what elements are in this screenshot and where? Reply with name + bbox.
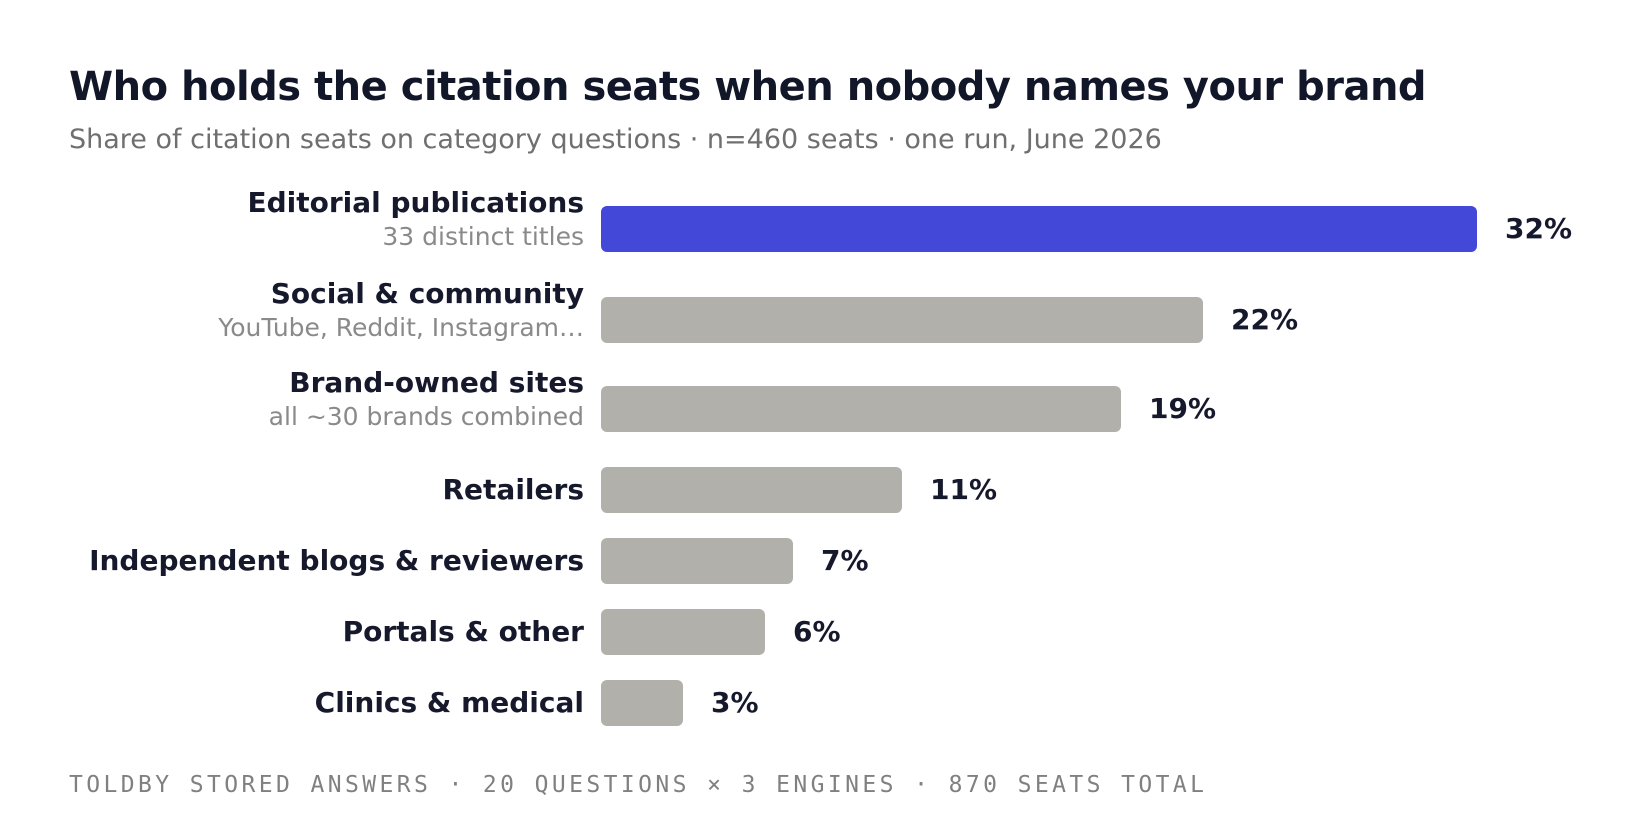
bar	[601, 297, 1203, 343]
chart-footer-source: TOLDBY STORED ANSWERS · 20 QUESTIONS × 3…	[69, 772, 1208, 798]
category-label: Brand-owned sites all ~30 brands combined	[269, 366, 584, 434]
value-label: 32%	[1505, 212, 1573, 245]
category-name: Editorial publications	[247, 186, 584, 219]
value-label: 11%	[930, 473, 998, 506]
category-sublabel: all ~30 brands combined	[268, 402, 584, 431]
category-name: Social & community	[270, 277, 584, 310]
value-label: 22%	[1231, 303, 1299, 336]
value-label: 6%	[793, 615, 841, 648]
category-sublabel: 33 distinct titles	[382, 222, 584, 251]
category-label: Portals & other	[343, 615, 584, 649]
category-label: Retailers	[443, 473, 585, 507]
chart-subtitle: Share of citation seats on category ques…	[69, 124, 1162, 155]
category-name: Brand-owned sites	[289, 366, 584, 399]
bar	[601, 538, 793, 584]
category-label: Social & community YouTube, Reddit, Insta…	[218, 277, 584, 345]
bar	[601, 467, 902, 513]
bar	[601, 386, 1121, 432]
category-label: Clinics & medical	[315, 686, 584, 720]
chart-title: Who holds the citation seats when nobody…	[69, 64, 1427, 110]
category-label: Editorial publications 33 distinct titles	[247, 186, 584, 254]
category-name: Independent blogs & reviewers	[89, 544, 584, 577]
value-label: 3%	[711, 686, 759, 719]
category-name: Retailers	[442, 473, 585, 506]
category-label: Independent blogs & reviewers	[89, 544, 584, 578]
value-label: 7%	[821, 544, 869, 577]
category-name: Portals & other	[342, 615, 584, 648]
bar	[601, 680, 683, 726]
category-sublabel: YouTube, Reddit, Instagram…	[218, 313, 584, 342]
bar	[601, 206, 1477, 252]
value-label: 19%	[1149, 392, 1217, 425]
bar	[601, 609, 765, 655]
category-name: Clinics & medical	[314, 686, 584, 719]
